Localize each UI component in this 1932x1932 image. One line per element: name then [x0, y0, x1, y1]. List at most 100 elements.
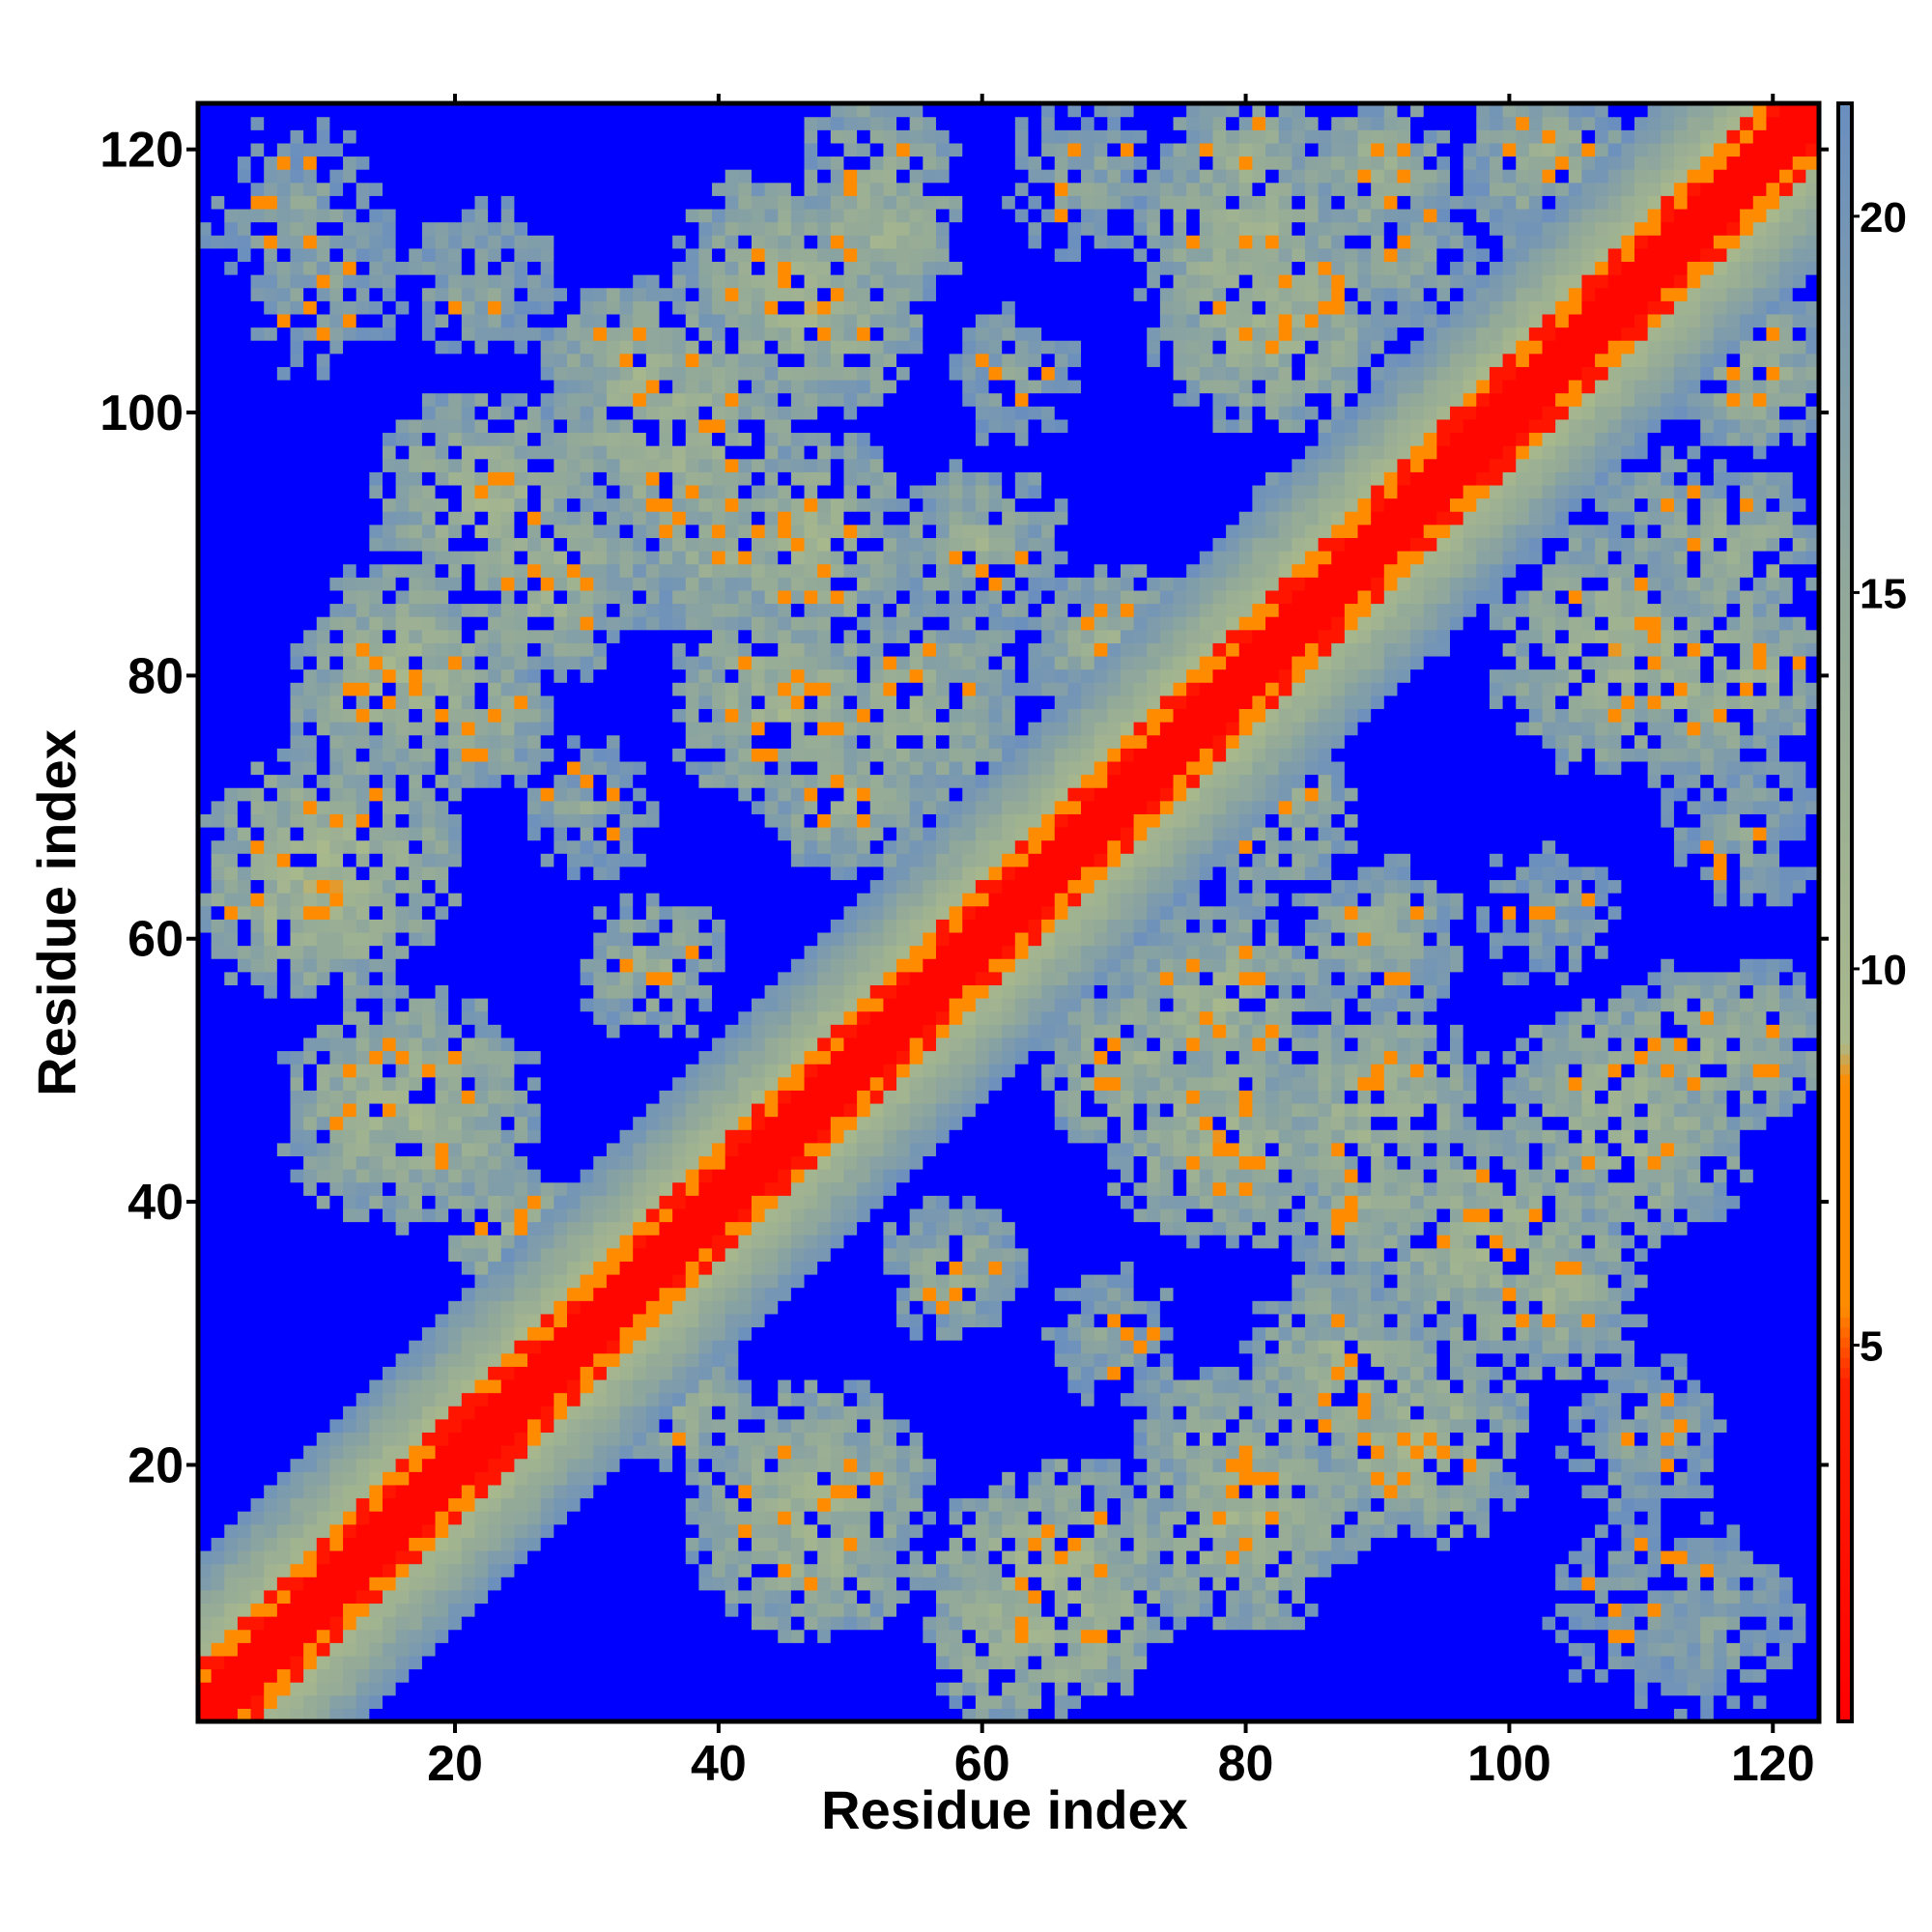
heatmap-cell — [712, 616, 726, 631]
heatmap-cell — [633, 406, 647, 420]
heatmap-cell — [527, 1537, 542, 1551]
heatmap-cell — [474, 1129, 489, 1144]
heatmap-cell — [724, 1102, 739, 1118]
heatmap-cell — [540, 340, 554, 355]
heatmap-cell — [672, 1024, 687, 1038]
heatmap-cell — [698, 577, 713, 591]
heatmap-cell — [264, 774, 278, 788]
heatmap-cell — [580, 760, 594, 776]
heatmap-cell — [488, 1484, 502, 1499]
heatmap-cell — [514, 156, 528, 170]
heatmap-cell — [488, 1076, 502, 1091]
heatmap-cell — [448, 1129, 463, 1144]
heatmap-cell — [369, 274, 384, 289]
heatmap-cell — [382, 826, 397, 841]
heatmap-cell — [303, 1484, 318, 1499]
heatmap-cell — [395, 208, 410, 223]
heatmap-cell — [488, 1445, 502, 1460]
heatmap-cell — [500, 1549, 516, 1565]
heatmap-cell — [698, 1169, 713, 1183]
heatmap-cell — [329, 1589, 344, 1605]
heatmap-cell — [421, 971, 437, 985]
heatmap-cell — [409, 813, 423, 828]
heatmap-cell — [448, 366, 463, 381]
heatmap-cell — [264, 1471, 278, 1486]
heatmap-cell — [527, 919, 542, 933]
heatmap-cell — [264, 1273, 278, 1289]
heatmap-cell — [645, 208, 661, 223]
heatmap-cell — [303, 1523, 318, 1538]
heatmap-cell — [593, 195, 608, 210]
heatmap-cell — [554, 1195, 568, 1209]
heatmap-cell — [329, 1090, 344, 1104]
heatmap-cell — [633, 353, 647, 367]
heatmap-cell — [224, 1208, 239, 1223]
heatmap-cell — [448, 1076, 463, 1091]
heatmap-cell — [237, 221, 252, 236]
heatmap-cell — [264, 1102, 278, 1118]
heatmap-cell — [435, 1037, 449, 1052]
heatmap-cell — [395, 261, 410, 275]
heatmap-cell — [290, 182, 304, 196]
heatmap-cell — [685, 708, 699, 723]
heatmap-cell — [659, 1155, 673, 1170]
heatmap-cell — [500, 616, 516, 631]
heatmap-cell — [250, 471, 265, 486]
heatmap-cell — [421, 551, 437, 565]
heatmap-cell — [540, 366, 554, 381]
heatmap-cell — [435, 1668, 449, 1683]
heatmap-cell — [633, 1247, 647, 1262]
heatmap-cell — [329, 708, 344, 723]
heatmap-cell — [382, 668, 397, 683]
heatmap-cell — [659, 1116, 673, 1130]
heatmap-cell — [355, 945, 370, 959]
heatmap-cell — [685, 169, 699, 184]
heatmap-cell — [409, 1432, 423, 1446]
heatmap-cell — [488, 998, 502, 1012]
heatmap-cell — [606, 708, 621, 723]
heatmap-cell — [198, 1694, 213, 1709]
heatmap-cell — [421, 629, 437, 643]
heatmap-cell — [303, 1458, 318, 1472]
heatmap-cell — [382, 1616, 397, 1631]
heatmap-cell — [554, 971, 568, 985]
heatmap-cell — [329, 787, 344, 802]
heatmap-cell — [421, 406, 437, 420]
heatmap-cell — [540, 432, 554, 446]
heatmap-cell — [435, 563, 449, 578]
heatmap-cell — [698, 1655, 713, 1670]
heatmap-cell — [211, 1273, 225, 1289]
heatmap-cell — [303, 642, 318, 657]
heatmap-cell — [500, 261, 516, 275]
heatmap-cell — [633, 116, 647, 130]
heatmap-cell — [488, 1616, 502, 1631]
heatmap-cell — [712, 116, 726, 130]
heatmap-cell — [606, 1616, 621, 1631]
heatmap-cell — [527, 195, 542, 210]
heatmap-cell — [250, 1076, 265, 1091]
heatmap-cell — [619, 971, 634, 985]
heatmap-cell — [606, 142, 621, 157]
heatmap-cell — [198, 893, 213, 907]
heatmap-cell — [645, 103, 661, 118]
heatmap-cell — [645, 1523, 661, 1538]
heatmap-cell — [566, 551, 582, 565]
heatmap-cell — [527, 1366, 542, 1380]
heatmap-cell — [633, 1668, 647, 1683]
heatmap-cell — [409, 1655, 423, 1670]
heatmap-cell — [316, 300, 331, 315]
heatmap-cell — [712, 1378, 726, 1394]
heatmap-cell — [698, 1247, 713, 1262]
heatmap-cell — [488, 1169, 502, 1183]
heatmap-cell — [237, 129, 252, 144]
heatmap-cell — [645, 1037, 661, 1052]
heatmap-cell — [685, 484, 699, 499]
heatmap-cell — [316, 1300, 331, 1315]
heatmap-cell — [237, 1616, 252, 1631]
heatmap-cell — [198, 445, 213, 460]
heatmap-cell — [303, 1273, 318, 1289]
heatmap-cell — [224, 458, 239, 472]
heatmap-cell — [712, 1102, 726, 1118]
heatmap-cell — [672, 813, 687, 828]
heatmap-cell — [554, 235, 568, 249]
